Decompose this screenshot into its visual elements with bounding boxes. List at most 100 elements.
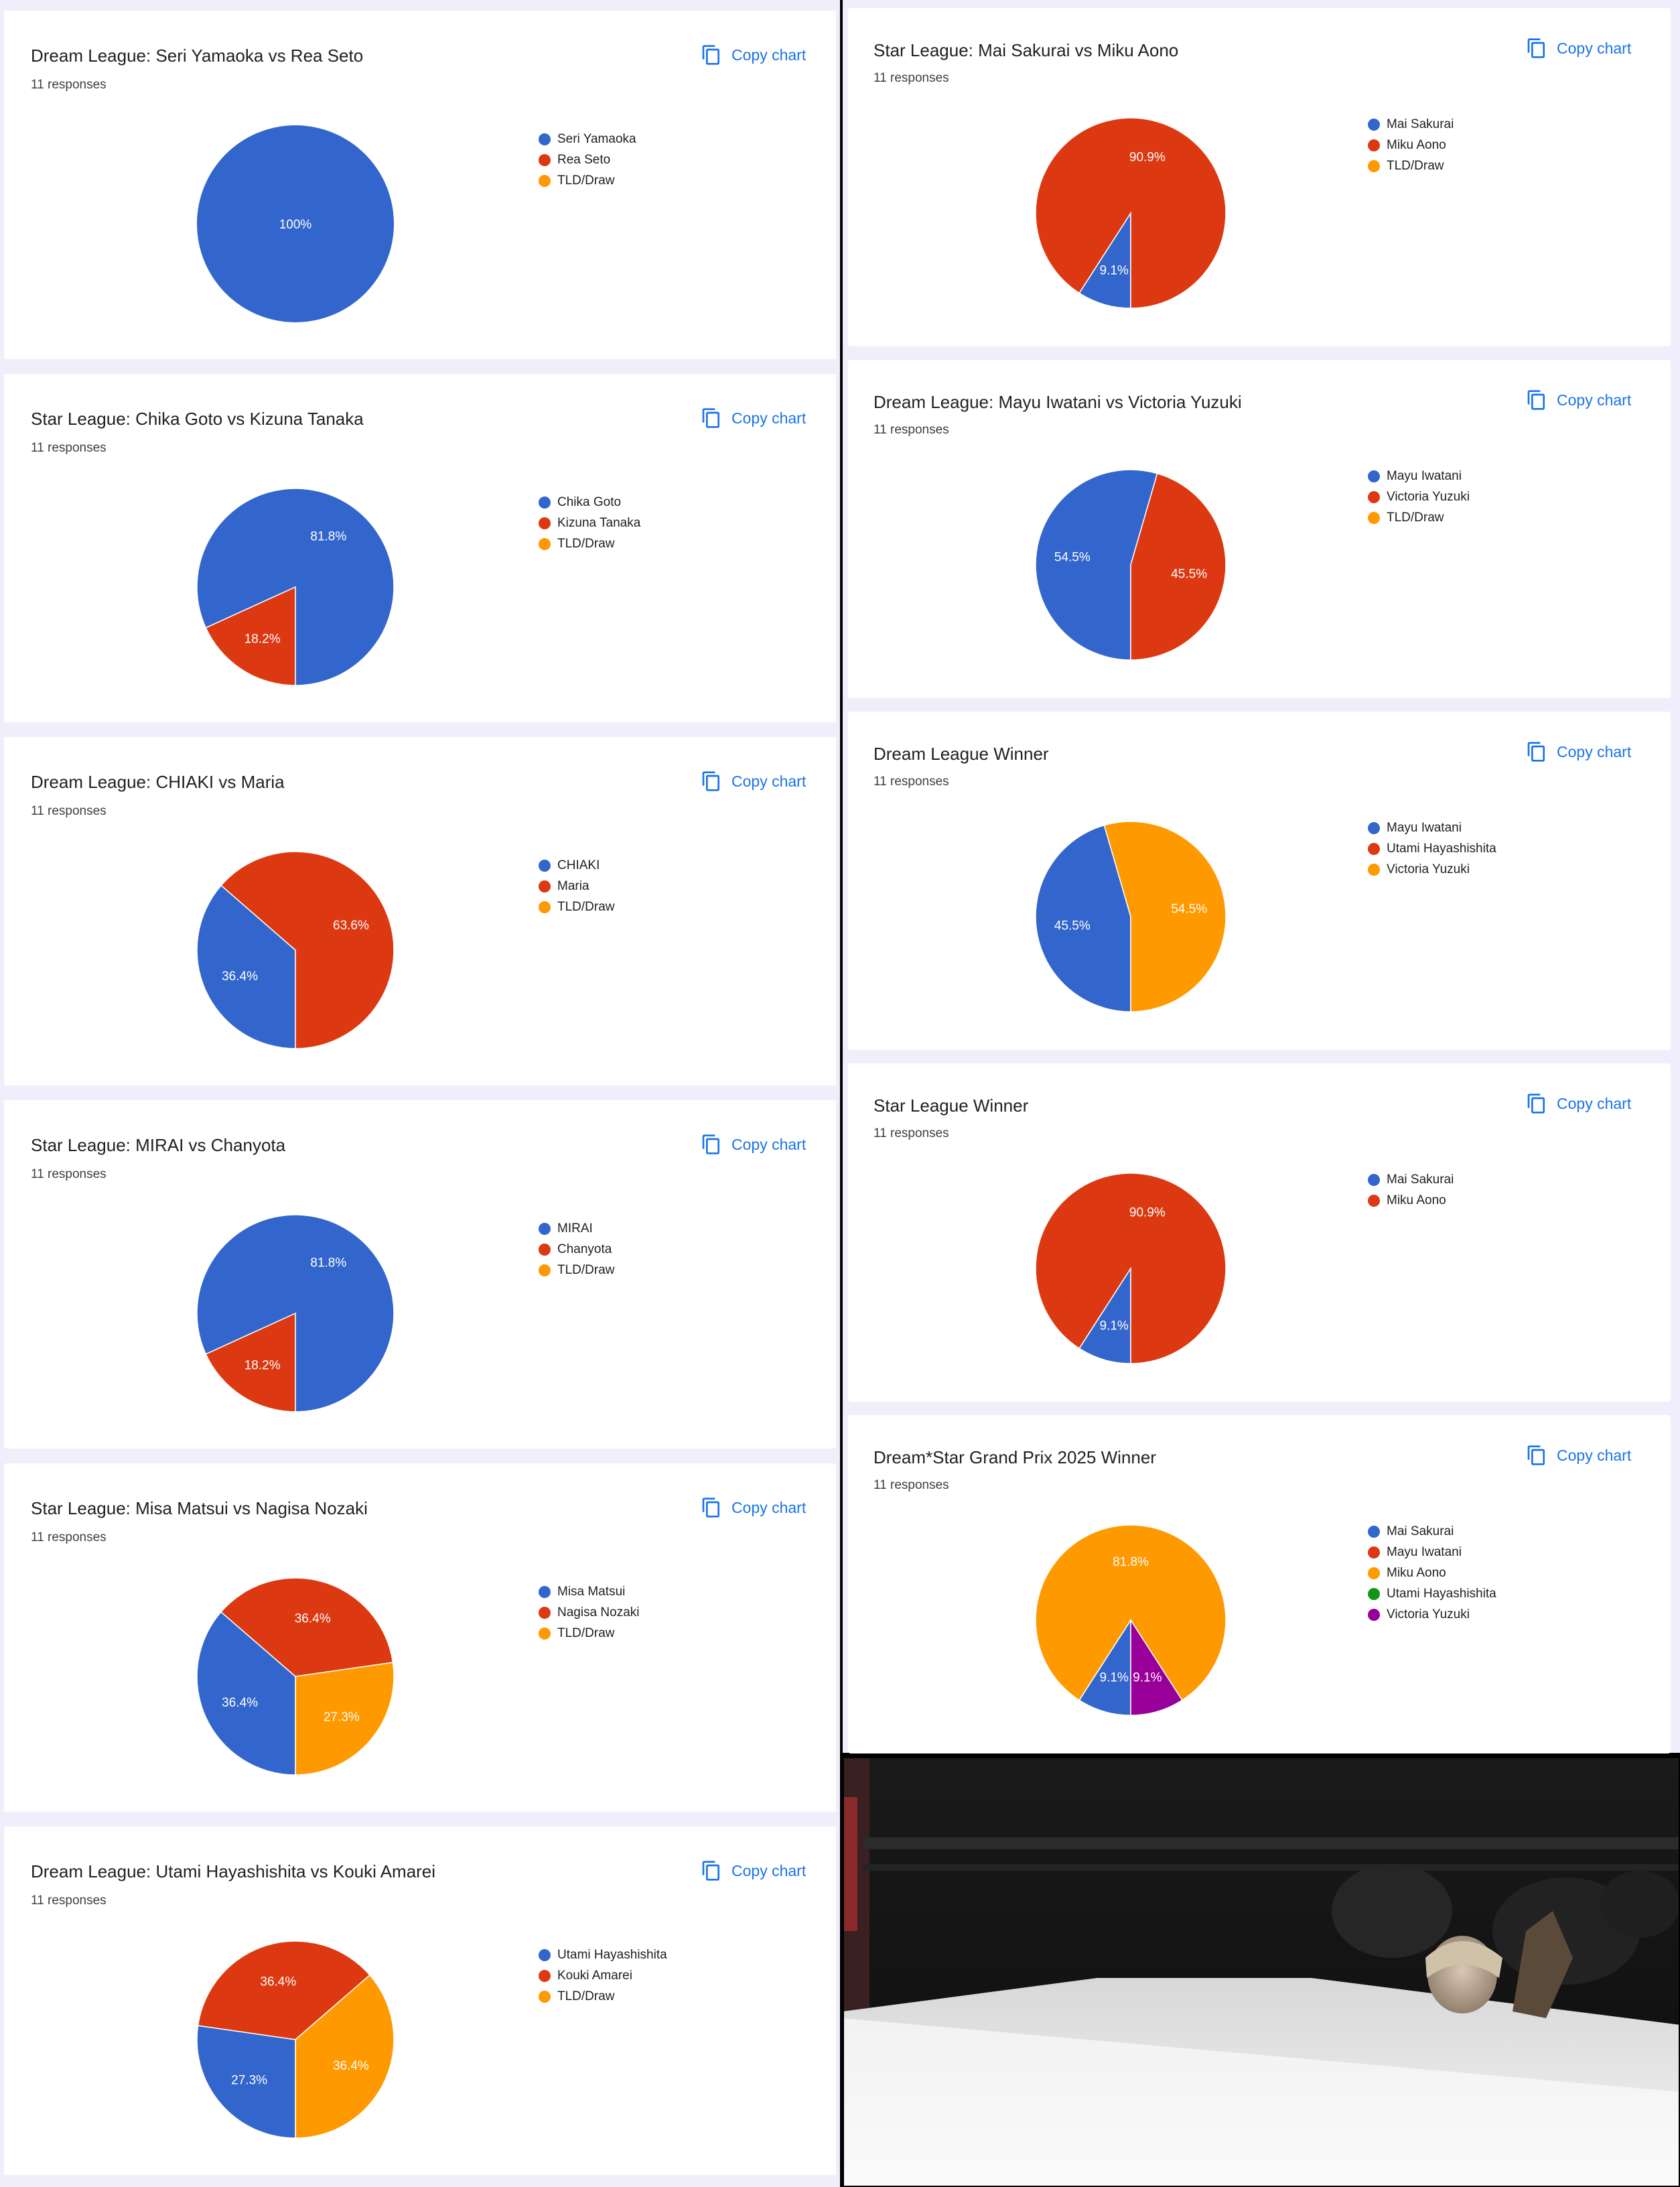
pie-slice[interactable] bbox=[1035, 1173, 1227, 1364]
response-count: 11 responses bbox=[31, 441, 107, 455]
copy-chart-button[interactable]: Copy chart bbox=[1526, 38, 1631, 59]
copy-icon bbox=[701, 1497, 722, 1518]
slice-label: 54.5% bbox=[1171, 903, 1207, 917]
copy-chart-button[interactable]: Copy chart bbox=[701, 771, 806, 792]
legend-label: Victoria Yuzuki bbox=[1387, 862, 1470, 876]
pie-slice[interactable] bbox=[196, 1214, 395, 1412]
pie-slice[interactable] bbox=[1130, 1618, 1183, 1716]
legend-label: Seri Yamaoka bbox=[557, 131, 636, 146]
legend-label: TLD/Draw bbox=[1387, 158, 1444, 173]
pie-slice[interactable] bbox=[1078, 1618, 1131, 1716]
legend-item: Utami Hayashishita bbox=[1368, 1583, 1496, 1604]
legend-swatch bbox=[539, 1969, 551, 1982]
pie-slice[interactable] bbox=[196, 884, 296, 1049]
pie-slice[interactable] bbox=[205, 586, 296, 686]
copy-chart-button[interactable]: Copy chart bbox=[701, 44, 806, 66]
copy-chart-label: Copy chart bbox=[731, 46, 807, 64]
chart-title: Dream*Star Grand Prix 2025 Winner bbox=[873, 1447, 1156, 1467]
legend-item: TLD/Draw bbox=[539, 533, 640, 554]
legend-item: TLD/Draw bbox=[1368, 155, 1454, 176]
photo-image bbox=[843, 1757, 1680, 2187]
chart-title: Star League: Chika Goto vs Kizuna Tanaka bbox=[31, 409, 364, 429]
pie-slice[interactable] bbox=[1078, 211, 1131, 309]
copy-chart-label: Copy chart bbox=[731, 772, 807, 790]
legend-label: Utami Hayashishita bbox=[557, 1947, 667, 1962]
legend-item: Chanyota bbox=[539, 1239, 615, 1260]
legend-label: Miku Aono bbox=[1387, 1193, 1446, 1207]
pie-slice[interactable] bbox=[295, 1662, 395, 1776]
pie-slice[interactable] bbox=[1130, 472, 1227, 661]
copy-icon bbox=[1526, 741, 1547, 763]
copy-chart-label: Copy chart bbox=[731, 409, 807, 427]
legend-swatch bbox=[539, 517, 551, 529]
pie-slice[interactable] bbox=[1035, 1524, 1227, 1701]
copy-icon bbox=[701, 771, 722, 792]
copy-chart-label: Copy chart bbox=[1557, 1446, 1632, 1464]
legend-swatch bbox=[539, 1627, 551, 1640]
slice-label: 18.2% bbox=[244, 1359, 281, 1373]
pie-slice[interactable] bbox=[1078, 1266, 1131, 1364]
copy-chart-button[interactable]: Copy chart bbox=[1526, 389, 1631, 411]
slice-label: 36.4% bbox=[222, 1696, 258, 1710]
copy-icon bbox=[701, 1134, 722, 1155]
copy-chart-button[interactable]: Copy chart bbox=[701, 1860, 806, 1881]
response-count: 11 responses bbox=[31, 78, 107, 92]
pie-slice[interactable] bbox=[196, 488, 395, 686]
pie-slice[interactable] bbox=[205, 1312, 296, 1412]
slice-label: 54.5% bbox=[1054, 551, 1091, 565]
chart-card: Star League: MIRAI vs Chanyota 11 respons… bbox=[4, 1100, 836, 1449]
slice-label: 36.4% bbox=[333, 2059, 369, 2073]
legend-swatch bbox=[1368, 863, 1380, 876]
pie-slice[interactable] bbox=[295, 1974, 395, 2139]
pie-chart: 36.4% 36.4% 27.3% bbox=[196, 1577, 395, 1776]
legend-item: Victoria Yuzuki bbox=[1368, 1604, 1496, 1625]
chart-card: Dream League Winner 11 responses Copy char… bbox=[848, 712, 1671, 1050]
pie-slice[interactable] bbox=[197, 1940, 371, 2040]
legend-swatch bbox=[1368, 1567, 1380, 1579]
pie-slice[interactable] bbox=[1103, 821, 1227, 1012]
slice-label: 63.6% bbox=[333, 919, 369, 933]
legend-item: Mayu Iwatani bbox=[1368, 466, 1470, 486]
legend-item: Mayu Iwatani bbox=[1368, 817, 1496, 838]
legend-swatch bbox=[1368, 511, 1380, 524]
pie-slice[interactable] bbox=[1035, 469, 1158, 661]
chart-card: Dream*Star Grand Prix 2025 Winner 11 resp… bbox=[848, 1415, 1671, 1753]
copy-icon bbox=[701, 407, 722, 429]
legend-swatch bbox=[1368, 1525, 1380, 1538]
copy-chart-button[interactable]: Copy chart bbox=[701, 407, 806, 429]
chart-card: Dream League: Utami Hayashishita vs Kouk… bbox=[4, 1827, 836, 2175]
pie-slice[interactable] bbox=[197, 125, 394, 322]
legend-label: Mai Sakurai bbox=[1387, 1524, 1454, 1538]
pie-slice[interactable] bbox=[196, 2025, 296, 2139]
pie-slice[interactable] bbox=[1035, 117, 1227, 309]
legend-item: Miku Aono bbox=[1368, 1190, 1454, 1211]
chart-legend: Seri Yamaoka Rea Seto TLD/Draw bbox=[539, 129, 636, 191]
chart-title: Star League Winner bbox=[873, 1096, 1029, 1116]
copy-chart-button[interactable]: Copy chart bbox=[1526, 741, 1631, 763]
pie-slice[interactable] bbox=[196, 1611, 296, 1776]
legend-label: Kouki Amarei bbox=[557, 1968, 632, 1983]
copy-chart-button[interactable]: Copy chart bbox=[1526, 1445, 1631, 1466]
legend-swatch bbox=[539, 1264, 551, 1276]
pie-slice[interactable] bbox=[220, 851, 395, 1049]
pie-slice[interactable] bbox=[1035, 824, 1131, 1012]
legend-item: Miku Aono bbox=[1368, 1563, 1496, 1583]
slice-label: 90.9% bbox=[1129, 1206, 1166, 1220]
pie-slice[interactable] bbox=[220, 1577, 394, 1677]
legend-item: TLD/Draw bbox=[1368, 507, 1470, 528]
legend-swatch bbox=[1368, 1608, 1380, 1621]
legend-item: TLD/Draw bbox=[539, 897, 615, 917]
chart-legend: CHIAKI Maria TLD/Draw bbox=[539, 855, 615, 917]
copy-chart-label: Copy chart bbox=[731, 1498, 807, 1516]
copy-chart-button[interactable]: Copy chart bbox=[701, 1134, 806, 1155]
pie-chart: 45.5% 54.5% bbox=[1035, 821, 1227, 1012]
copy-chart-label: Copy chart bbox=[1557, 742, 1632, 760]
copy-chart-button[interactable]: Copy chart bbox=[701, 1497, 806, 1518]
copy-chart-button[interactable]: Copy chart bbox=[1526, 1093, 1631, 1114]
slice-label: 36.4% bbox=[295, 1612, 331, 1626]
legend-swatch bbox=[539, 880, 551, 892]
chart-title: Dream League: CHIAKI vs Maria bbox=[31, 772, 285, 792]
legend-label: Misa Matsui bbox=[557, 1584, 626, 1599]
legend-item: Kouki Amarei bbox=[539, 1965, 667, 1986]
pie-chart: 36.4% 63.6% bbox=[196, 851, 395, 1049]
